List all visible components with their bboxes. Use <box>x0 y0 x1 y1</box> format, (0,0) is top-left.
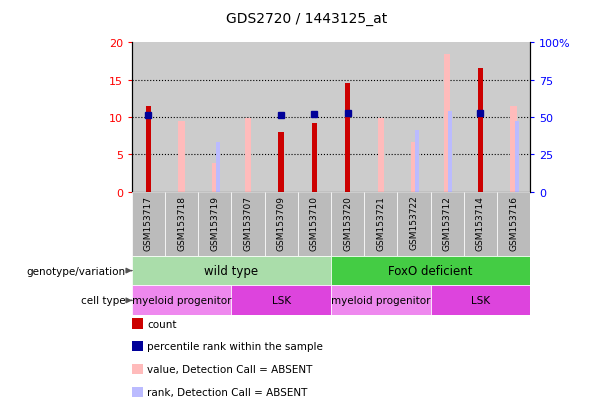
Bar <box>415 131 419 192</box>
Bar <box>165 192 198 256</box>
Bar <box>132 192 165 256</box>
Text: GDS2720 / 1443125_at: GDS2720 / 1443125_at <box>226 12 387 26</box>
Bar <box>515 121 519 192</box>
Bar <box>364 192 397 256</box>
Bar <box>265 192 298 256</box>
Text: GSM153710: GSM153710 <box>310 195 319 250</box>
Text: value, Detection Call = ABSENT: value, Detection Call = ABSENT <box>147 364 313 374</box>
Text: GSM153714: GSM153714 <box>476 195 485 250</box>
Bar <box>146 107 151 192</box>
Text: GSM153712: GSM153712 <box>443 195 452 250</box>
Bar <box>430 192 464 256</box>
Text: GSM153718: GSM153718 <box>177 195 186 250</box>
Bar <box>331 192 364 256</box>
Bar <box>132 256 331 286</box>
Text: GSM153716: GSM153716 <box>509 195 518 250</box>
Bar <box>231 286 331 316</box>
Bar <box>511 107 517 192</box>
Bar <box>397 192 430 256</box>
Text: GSM153721: GSM153721 <box>376 195 386 250</box>
Bar <box>430 286 530 316</box>
Bar <box>411 143 417 192</box>
Text: GSM153720: GSM153720 <box>343 195 352 250</box>
Bar <box>311 123 317 192</box>
Text: wild type: wild type <box>204 264 259 278</box>
Text: LSK: LSK <box>471 296 490 306</box>
Text: GSM153709: GSM153709 <box>276 195 286 250</box>
Text: GSM153717: GSM153717 <box>144 195 153 250</box>
Bar <box>345 83 351 192</box>
Bar <box>478 69 483 192</box>
Bar <box>378 119 384 192</box>
Text: GSM153719: GSM153719 <box>210 195 219 250</box>
Text: genotype/variation: genotype/variation <box>26 266 126 276</box>
Bar <box>278 133 284 192</box>
Bar <box>178 122 185 192</box>
Bar <box>231 192 265 256</box>
Bar <box>298 192 331 256</box>
Text: GSM153722: GSM153722 <box>409 195 419 250</box>
Bar <box>211 164 218 192</box>
Text: GSM153707: GSM153707 <box>243 195 253 250</box>
Bar <box>449 112 452 192</box>
Bar <box>444 55 451 192</box>
Text: LSK: LSK <box>272 296 291 306</box>
Text: count: count <box>147 319 177 329</box>
Text: myeloid progenitor: myeloid progenitor <box>331 296 430 306</box>
Text: cell type: cell type <box>81 296 126 306</box>
Bar <box>198 192 231 256</box>
Text: percentile rank within the sample: percentile rank within the sample <box>147 342 323 351</box>
Bar <box>331 286 430 316</box>
Bar <box>497 192 530 256</box>
Bar <box>245 119 251 192</box>
Bar <box>464 192 497 256</box>
Text: myeloid progenitor: myeloid progenitor <box>132 296 231 306</box>
Text: FoxO deficient: FoxO deficient <box>389 264 473 278</box>
Bar <box>132 286 231 316</box>
Text: rank, Detection Call = ABSENT: rank, Detection Call = ABSENT <box>147 387 308 397</box>
Bar <box>331 256 530 286</box>
Bar <box>216 143 220 192</box>
